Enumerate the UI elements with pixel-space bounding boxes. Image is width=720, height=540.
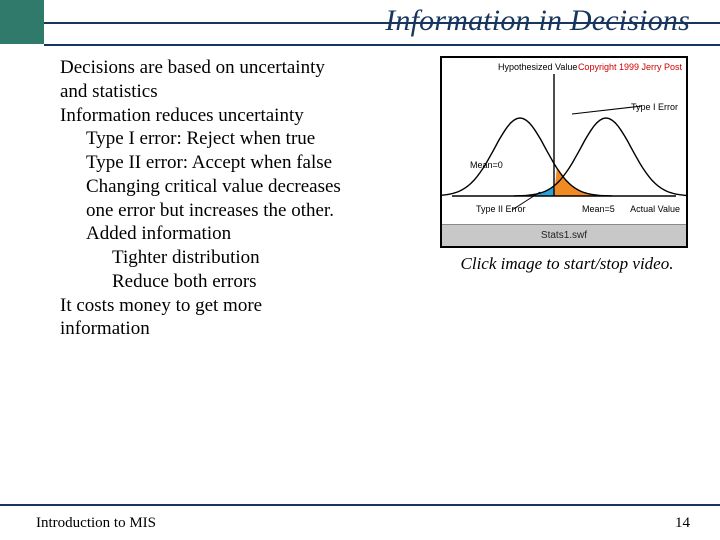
body-line: Reduce both errors [60,270,420,294]
label-type1: Type I Error [631,102,678,112]
body-line: and statistics [60,80,420,104]
video-filename-bar: Stats1.swf [442,224,686,246]
body-line: Tighter distribution [60,246,420,270]
video-caption: Click image to start/stop video. [432,254,702,274]
corner-accent [0,0,44,44]
footer-page-number: 14 [675,515,690,532]
label-mean0: Mean=0 [470,160,503,170]
label-hypothesized: Hypothesized Value [498,62,577,72]
body-line: one error but increases the other. [60,199,420,223]
label-type2: Type II Error [476,204,526,214]
plot-svg [442,58,686,224]
page-title: Information in Decisions [60,4,690,38]
rule-bottom [0,504,720,506]
body-line: It costs money to get more [60,294,420,318]
stats-plot: Hypothesized Value Copyright 1999 Jerry … [442,58,686,226]
body-line: Type II error: Accept when false [60,151,420,175]
body-line: Decisions are based on uncertainty [60,56,420,80]
footer-left: Introduction to MIS [36,515,156,532]
label-actual: Actual Value [630,204,680,214]
body-line: Information reduces uncertainty [60,104,420,128]
body-line: Added information [60,222,420,246]
body-line: Changing critical value decreases [60,175,420,199]
body-text: Decisions are based on uncertainty and s… [60,56,420,341]
label-copyright: Copyright 1999 Jerry Post [578,62,682,72]
body-line: Type I error: Reject when true [60,127,420,151]
rule-top-2 [44,44,720,46]
video-thumbnail[interactable]: Hypothesized Value Copyright 1999 Jerry … [440,56,688,248]
body-line: information [60,317,420,341]
label-mean5: Mean=5 [582,204,615,214]
